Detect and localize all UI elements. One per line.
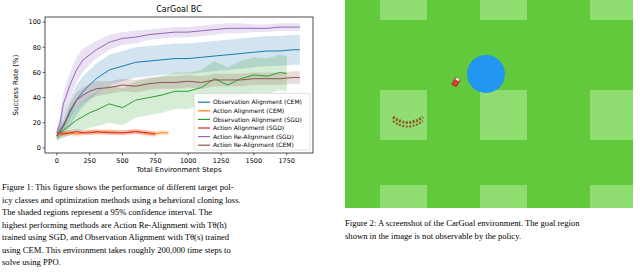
figure-1-caption: The shaded regions represent a 95% confi… [2,207,212,217]
x-tick [56,153,57,156]
y-tick [43,72,46,73]
y-tick-label: 80 [33,44,41,52]
figure-2-caption: Figure 2: A screenshot of the CarGoal en… [345,218,580,228]
x-tick-label: 500 [116,157,128,165]
tile [380,185,427,208]
x-tick [122,153,123,156]
legend-swatch [198,102,210,103]
tile [480,0,527,20]
x-tick [221,153,222,156]
tile [590,185,633,208]
y-tick [43,47,46,48]
chart-title: CarGoal BC [156,5,202,14]
screenshot-content [345,0,633,208]
series-line [57,132,156,136]
y-axis-label: Success Rate (%) [12,54,20,115]
legend-label: Action Alignment (CEM) [213,107,284,115]
x-axis-label: Total Environment Steps [135,166,221,174]
figure-page: CarGoal BC 0 250 500 750 1000 1250 1500 1750 0 20 4… [0,0,640,277]
tile [480,185,527,208]
series-line [57,77,300,135]
legend-label: Observation Alignment (CEM) [213,98,302,106]
y-tick [43,97,46,98]
legend-box [194,93,310,150]
car [452,77,460,86]
y-tick-label: 0 [37,144,41,152]
x-tick-label: 1750 [278,157,295,165]
x-tick [286,153,287,156]
x-tick-label: 1250 [213,157,230,165]
legend-label: Action Alignment (SGD) [213,124,284,132]
x-tick-label: 250 [83,157,95,165]
car-body [452,77,460,86]
tile [590,0,633,20]
figure-1-caption: highest performing methods are Action Re… [2,220,227,230]
y-tick-label: 100 [29,18,41,26]
x-tick-label: 1500 [246,157,263,165]
x-tick [155,153,156,156]
figure-1-caption: icy classes and optimization methods usi… [2,195,241,205]
y-tick [43,22,46,23]
y-tick-label: 60 [33,69,41,77]
car-trail [393,121,423,127]
car-trail [393,117,423,123]
figure-2-caption: shown in the image is not observable by … [345,231,521,241]
legend-swatch [198,136,210,137]
tile [480,90,527,140]
legend-label: Action Re-Alignment (SGD) [213,133,294,141]
ground [345,0,633,208]
x-tick-label: 1000 [180,157,197,165]
figure-1-caption: Figure 1: This figure shows the performa… [2,182,234,192]
tile [590,90,633,140]
legend-swatch [198,110,210,111]
confidence-band [57,129,169,138]
legend-label: Observation Alignment (SGD) [213,116,302,124]
tile [380,90,427,140]
legend-swatch [198,119,210,120]
x-tick [188,153,189,156]
x-tick-label: 0 [55,157,59,165]
x-tick [253,153,254,156]
x-tick-label: 750 [149,157,161,165]
cargoal-screenshot [345,0,637,235]
tile [380,0,427,20]
y-tick-label: 40 [33,94,41,102]
y-tick [43,147,46,148]
legend-label: Action Re-Alignment (CEM) [213,141,294,149]
legend: Observation Alignment (CEM)Action Alignm… [194,93,310,150]
goal-region [467,55,505,93]
figure-1-caption: trained using SGD, and Observation Align… [2,232,230,242]
plot-frame [45,17,313,153]
y-tick-label: 20 [33,119,41,127]
legend-swatch [198,145,210,146]
y-tick [43,122,46,123]
x-tick [89,153,90,156]
figure-1-caption: solve using PPO. [2,257,61,267]
car-window [455,78,459,82]
figure-1-caption: using CEM. This environment takes roughl… [2,245,231,255]
series-line [57,132,169,136]
legend-swatch [198,127,210,128]
